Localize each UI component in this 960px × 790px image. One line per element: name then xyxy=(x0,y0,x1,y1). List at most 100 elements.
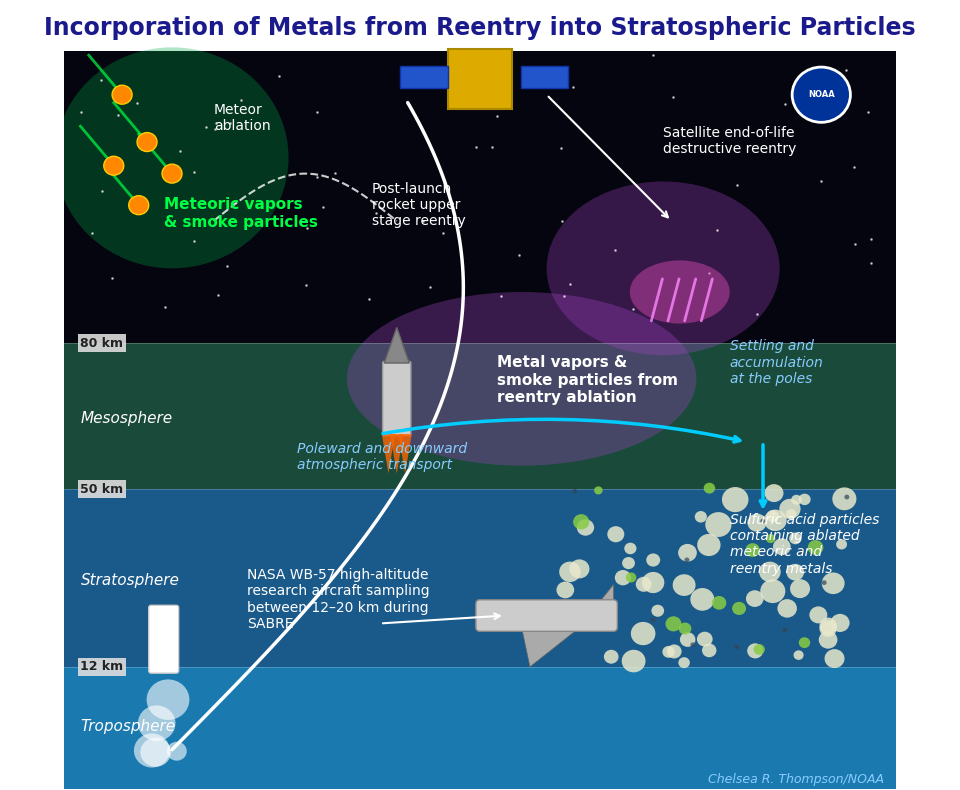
Circle shape xyxy=(789,532,802,544)
Point xyxy=(801,96,816,108)
Point xyxy=(645,48,660,61)
Point xyxy=(626,303,641,315)
Point xyxy=(84,226,100,239)
Point xyxy=(665,90,681,103)
Circle shape xyxy=(652,604,664,617)
Circle shape xyxy=(809,607,828,623)
Point xyxy=(299,279,314,292)
Text: Troposphere: Troposphere xyxy=(81,719,176,734)
Circle shape xyxy=(662,646,675,658)
Circle shape xyxy=(104,156,124,175)
Polygon shape xyxy=(382,434,396,473)
FancyBboxPatch shape xyxy=(383,362,411,435)
Circle shape xyxy=(572,489,577,494)
Point xyxy=(512,249,527,261)
Circle shape xyxy=(722,487,749,512)
Circle shape xyxy=(569,559,589,578)
Point xyxy=(557,290,572,303)
Circle shape xyxy=(680,632,695,647)
Point xyxy=(327,167,343,179)
Circle shape xyxy=(764,484,783,502)
Circle shape xyxy=(747,643,763,658)
Circle shape xyxy=(697,534,721,556)
Text: Metal vapors &
smoke particles from
reentry ablation: Metal vapors & smoke particles from reen… xyxy=(496,356,678,405)
Circle shape xyxy=(140,738,171,767)
Text: 12 km: 12 km xyxy=(81,660,124,673)
Circle shape xyxy=(573,514,589,529)
Circle shape xyxy=(790,579,810,598)
Point xyxy=(73,105,88,118)
Circle shape xyxy=(604,649,618,664)
Point xyxy=(186,235,202,248)
Text: Meteor
ablation: Meteor ablation xyxy=(214,103,271,133)
Text: Poleward and downward
atmospheric transport: Poleward and downward atmospheric transp… xyxy=(297,442,467,472)
Text: Meteoric vapors
& smoke particles: Meteoric vapors & smoke particles xyxy=(164,198,318,230)
Point xyxy=(729,179,744,191)
Point xyxy=(310,171,325,184)
Circle shape xyxy=(820,620,837,637)
FancyBboxPatch shape xyxy=(63,51,897,356)
Text: NASA WB-57 high-altitude
research aircraft sampling
between 12–20 km during
SABR: NASA WB-57 high-altitude research aircra… xyxy=(247,568,429,630)
Text: Settling and
accumulation
at the poles: Settling and accumulation at the poles xyxy=(730,340,824,386)
Point xyxy=(549,75,564,88)
Point xyxy=(813,175,828,187)
Point xyxy=(863,233,878,246)
Circle shape xyxy=(799,494,810,505)
FancyBboxPatch shape xyxy=(400,66,447,88)
Circle shape xyxy=(760,519,765,524)
Circle shape xyxy=(650,618,656,623)
Circle shape xyxy=(794,650,804,660)
Circle shape xyxy=(665,616,682,631)
Point xyxy=(709,224,725,236)
Polygon shape xyxy=(398,434,412,473)
Circle shape xyxy=(782,628,787,633)
Circle shape xyxy=(673,574,696,596)
Text: Mesosphere: Mesosphere xyxy=(81,411,173,426)
Circle shape xyxy=(646,554,660,566)
Circle shape xyxy=(702,644,716,657)
Circle shape xyxy=(822,573,845,594)
Circle shape xyxy=(792,67,851,122)
Point xyxy=(846,161,861,174)
Point xyxy=(207,122,223,135)
Ellipse shape xyxy=(347,292,696,465)
FancyBboxPatch shape xyxy=(149,605,179,673)
Point xyxy=(94,73,109,86)
Circle shape xyxy=(759,562,780,582)
Circle shape xyxy=(748,514,766,532)
Circle shape xyxy=(614,570,631,585)
Point xyxy=(130,97,145,110)
Point xyxy=(702,267,717,280)
Point xyxy=(492,290,508,303)
Point xyxy=(416,215,431,228)
Point xyxy=(436,228,451,240)
Circle shape xyxy=(820,618,837,634)
Circle shape xyxy=(137,133,157,152)
Circle shape xyxy=(129,196,149,215)
Circle shape xyxy=(697,632,712,646)
Point xyxy=(272,70,287,82)
Text: Sulfuric acid particles
containing ablated
meteoric and
reentry metals: Sulfuric acid particles containing ablat… xyxy=(730,513,879,576)
Circle shape xyxy=(112,85,132,104)
Point xyxy=(848,238,863,250)
Circle shape xyxy=(836,540,847,550)
Point xyxy=(208,117,224,130)
Circle shape xyxy=(819,631,837,649)
Circle shape xyxy=(760,579,785,603)
Circle shape xyxy=(608,526,624,542)
Circle shape xyxy=(626,573,636,582)
Circle shape xyxy=(732,602,746,615)
Circle shape xyxy=(162,164,182,183)
Circle shape xyxy=(636,577,652,592)
Circle shape xyxy=(138,705,176,741)
Ellipse shape xyxy=(546,182,780,356)
Circle shape xyxy=(678,544,697,562)
Polygon shape xyxy=(596,584,613,604)
FancyBboxPatch shape xyxy=(520,66,568,88)
FancyBboxPatch shape xyxy=(448,49,512,109)
Point xyxy=(565,81,581,94)
Circle shape xyxy=(133,733,170,768)
Polygon shape xyxy=(384,328,409,363)
Circle shape xyxy=(764,510,786,531)
Point xyxy=(484,141,499,153)
